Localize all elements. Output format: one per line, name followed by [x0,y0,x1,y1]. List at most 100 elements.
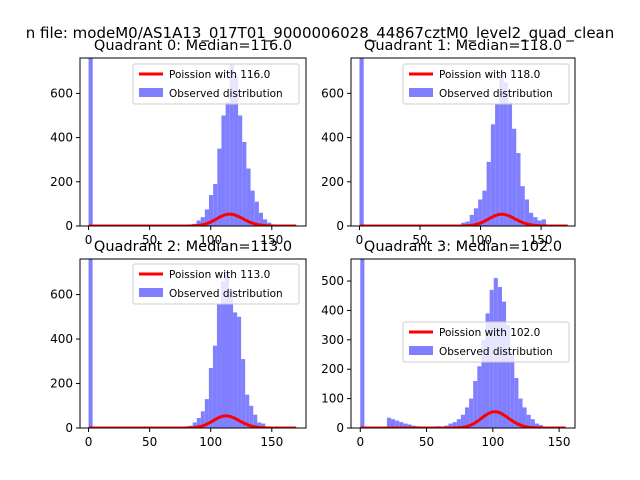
subplot-2: 0 50 100 150 0 200 400 600 Quadrant 2: Median=11… [50,239,307,449]
histogram-bar [229,64,234,226]
legend-patch-swatch [139,88,163,97]
histogram-bar [262,219,268,226]
subplots: 0 50 100 150 0 200 400 600 Quadrant 0: Median=11… [50,38,576,449]
histogram-bar [359,58,364,226]
x-tick-label: 150 [548,435,571,449]
x-tick-label: 0 [356,233,364,247]
subplot-title: Quadrant 3: Median=102.0 [364,239,562,255]
histogram-bar [537,220,542,226]
subplot-1: 0 50 100 150 0 200 400 600 Quadrant 1: Median=11… [321,38,576,247]
histogram-bar [220,281,226,428]
y-tick-label: 100 [321,392,344,406]
legend-patch-swatch [409,346,433,355]
legend-box [132,263,300,305]
histogram-bar [485,313,490,428]
histogram-bar [534,423,539,428]
histogram-bar [249,405,254,428]
legend: Poission with 118.0 Observed distribution [402,63,570,105]
histogram-bar [456,419,461,428]
histogram-bar [88,58,93,226]
legend-label-observed: Observed distribution [169,288,283,300]
y-tick-label: 400 [321,131,344,145]
histogram-bar [506,325,511,428]
x-tick-label: 150 [260,435,283,449]
subplot-title: Quadrant 0: Median=116.0 [94,38,292,54]
histogram-bar [258,212,263,226]
y-tick-label: 0 [336,219,344,233]
histogram-bar [254,201,259,226]
y-tick-label: 500 [321,274,344,288]
histogram-bar [257,422,262,428]
histogram-bar [204,399,209,428]
histogram-bar [221,115,226,226]
legend: Poission with 113.0 Observed distribution [132,263,300,305]
histogram-bar [510,351,515,428]
y-tick-label: 200 [321,362,344,376]
histogram-bar [237,316,242,428]
histogram-bar [208,367,213,428]
histogram-bar [507,102,513,226]
legend-label-poisson: Poission with 116.0 [169,69,270,81]
axes-frame [79,57,307,227]
histogram-bar [395,420,400,428]
x-tick-label: 150 [260,233,283,247]
histogram-bar [514,378,519,428]
x-tick-label: 100 [481,435,504,449]
histogram-bar [533,217,538,226]
histogram-bar [520,186,525,226]
histogram-bar [399,422,404,428]
histogram-bar [541,219,546,226]
y-tick-label: 0 [65,219,73,233]
histogram-bar [242,142,247,226]
legend-patch-swatch [409,88,433,97]
histogram-bar [88,259,93,428]
x-tick-label: 0 [85,435,93,449]
histogram-bar [503,82,508,226]
histogram-bar [469,398,474,428]
histogram-bar [192,422,197,428]
y-tick-label: 0 [65,421,73,435]
axes-frame [350,57,576,227]
histogram-bar [464,407,470,428]
axes-frame [350,258,576,429]
histogram-bar [213,184,218,226]
histogram-bar [518,398,523,428]
histogram-bar [461,222,466,226]
subplot-title: Quadrant 2: Median=113.0 [94,239,292,255]
histogram-bar [522,407,527,428]
legend-label-poisson: Poission with 113.0 [169,269,270,281]
histogram-bar [212,345,217,428]
subplot-title: Quadrant 1: Median=118.0 [364,38,562,54]
histogram-bar [403,423,408,428]
legend: Poission with 102.0 Observed distribution [402,321,570,363]
histogram-bar [253,414,258,428]
histogram-bar [407,424,412,428]
histogram-bar [501,301,507,428]
legend-label-poisson: Poission with 118.0 [439,69,540,81]
histogram-bars [359,58,546,226]
legend-patch-swatch [139,288,163,297]
histogram-bar [469,214,474,226]
y-tick-label: 300 [321,333,344,347]
subplot-0: 0 50 100 150 0 200 400 600 Quadrant 0: Median=11… [50,38,307,247]
histogram-bar [460,414,465,428]
histogram-bar [478,199,483,226]
legend-label-observed: Observed distribution [169,88,283,100]
y-tick-label: 600 [321,86,344,100]
histogram-bar [495,104,500,226]
x-tick-label: 0 [356,435,364,449]
legend-box [402,63,570,105]
histogram-bar [216,303,221,428]
axes-frame [79,258,307,429]
x-tick-label: 100 [199,233,222,247]
histogram-bar [261,423,266,428]
x-tick-label: 50 [142,435,157,449]
y-tick-label: 200 [50,377,73,391]
histogram-bar [526,414,531,428]
legend: Poission with 116.0 Observed distribution [132,63,300,105]
histogram-bar [200,411,205,428]
x-tick-label: 50 [412,233,427,247]
histogram-bar [481,339,486,428]
histogram-bar [250,190,255,226]
histogram-bar [516,153,521,226]
